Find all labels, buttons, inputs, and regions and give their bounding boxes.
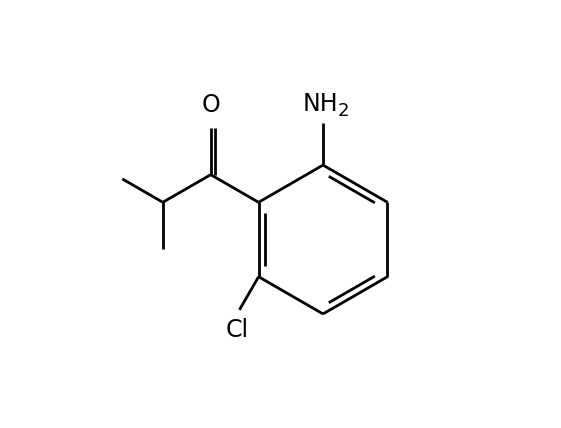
Text: 2: 2 xyxy=(338,102,349,120)
Text: NH: NH xyxy=(303,92,339,116)
Text: Cl: Cl xyxy=(226,318,249,342)
Text: O: O xyxy=(201,93,220,117)
